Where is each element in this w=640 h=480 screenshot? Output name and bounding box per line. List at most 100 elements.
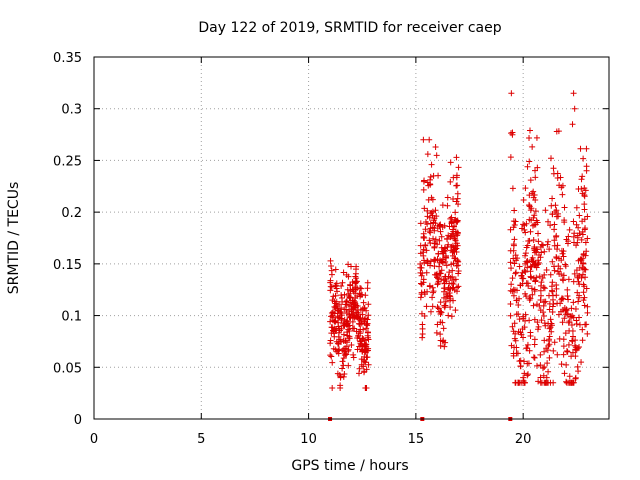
data-point: [332, 292, 339, 299]
data-point: [359, 348, 366, 355]
data-point: [536, 252, 543, 259]
data-point: [516, 263, 523, 270]
data-point: [521, 358, 528, 365]
data-point: [524, 345, 531, 352]
data-point: [423, 269, 430, 276]
y-tick-label: 0.15: [53, 258, 82, 273]
data-point: [508, 265, 515, 272]
axis-ticks: [93, 56, 609, 420]
data-point: [584, 213, 591, 220]
data-point: [538, 379, 545, 386]
data-point: [579, 337, 586, 344]
data-point: [573, 347, 580, 354]
data-point: [364, 285, 371, 292]
data-point: [448, 214, 455, 221]
data-point: [510, 286, 517, 293]
data-point: [565, 296, 572, 303]
data-point: [538, 279, 545, 286]
data-point: [445, 312, 452, 319]
data-point: [353, 279, 360, 286]
data-point: [574, 234, 581, 241]
data-point: [444, 194, 451, 201]
data-point: [438, 244, 445, 251]
data-point: [520, 313, 527, 320]
data-point: [549, 279, 556, 286]
x-tick-label: 10: [300, 432, 317, 447]
data-point: [428, 161, 435, 168]
data-point: [331, 310, 338, 317]
data-point: [438, 258, 445, 265]
data-point: [424, 179, 431, 186]
data-point: [567, 313, 574, 320]
data-point: [518, 225, 525, 232]
data-point: [524, 341, 531, 348]
data-point: [449, 226, 456, 233]
data-point: [526, 347, 533, 354]
data-point: [558, 295, 565, 302]
data-point: [339, 358, 346, 365]
data-point: [540, 284, 547, 291]
data-point: [572, 305, 579, 312]
data-point: [550, 165, 557, 172]
data-points: [327, 90, 591, 421]
data-point: [564, 286, 571, 293]
data-point: [560, 343, 567, 350]
data-point: [339, 279, 346, 286]
data-point: [347, 314, 354, 321]
data-point: [531, 341, 538, 348]
data-point: [548, 328, 555, 335]
data-point: [352, 270, 359, 277]
data-point: [583, 145, 590, 152]
data-point: [448, 219, 455, 226]
data-point: [574, 289, 581, 296]
data-point: [557, 300, 564, 307]
data-point: [447, 304, 454, 311]
data-point: [342, 350, 349, 357]
data-point: [427, 308, 434, 315]
data-point: [526, 297, 533, 304]
data-point: [418, 272, 425, 279]
data-point: [546, 246, 553, 253]
data-point: [420, 276, 427, 283]
data-point: [584, 330, 591, 337]
data-point: [429, 294, 436, 301]
data-point: [531, 336, 538, 343]
data-point: [327, 337, 334, 344]
data-point: [561, 315, 568, 322]
data-point: [340, 355, 347, 362]
data-point: [421, 205, 428, 212]
data-point: [435, 278, 442, 285]
data-point: [421, 234, 428, 241]
y-tick-label: 0.05: [53, 361, 82, 376]
data-point: [578, 359, 585, 366]
data-point: [521, 379, 528, 386]
data-point: [449, 249, 456, 256]
x-axis-label: GPS time / hours: [291, 458, 408, 474]
data-point: [338, 338, 345, 345]
data-point: [436, 222, 443, 229]
data-point: [341, 352, 348, 359]
data-point: [527, 273, 534, 280]
data-point: [530, 237, 537, 244]
data-point: [576, 212, 583, 219]
data-point: [435, 250, 442, 257]
data-point: [348, 306, 355, 313]
data-point: [555, 255, 562, 262]
data-point: [437, 228, 444, 235]
data-point: [360, 363, 367, 370]
data-point: [360, 357, 367, 364]
data-point: [580, 155, 587, 162]
data-point: [573, 320, 580, 327]
data-point: [509, 185, 516, 192]
data-point: [557, 174, 564, 181]
data-point: [561, 219, 568, 226]
data-point: [431, 257, 438, 264]
data-point: [570, 218, 577, 225]
data-point: [435, 275, 442, 282]
data-point: [528, 285, 535, 292]
data-point: [349, 297, 356, 304]
data-point: [515, 379, 522, 386]
data-point: [512, 252, 519, 259]
data-point: [447, 178, 454, 185]
